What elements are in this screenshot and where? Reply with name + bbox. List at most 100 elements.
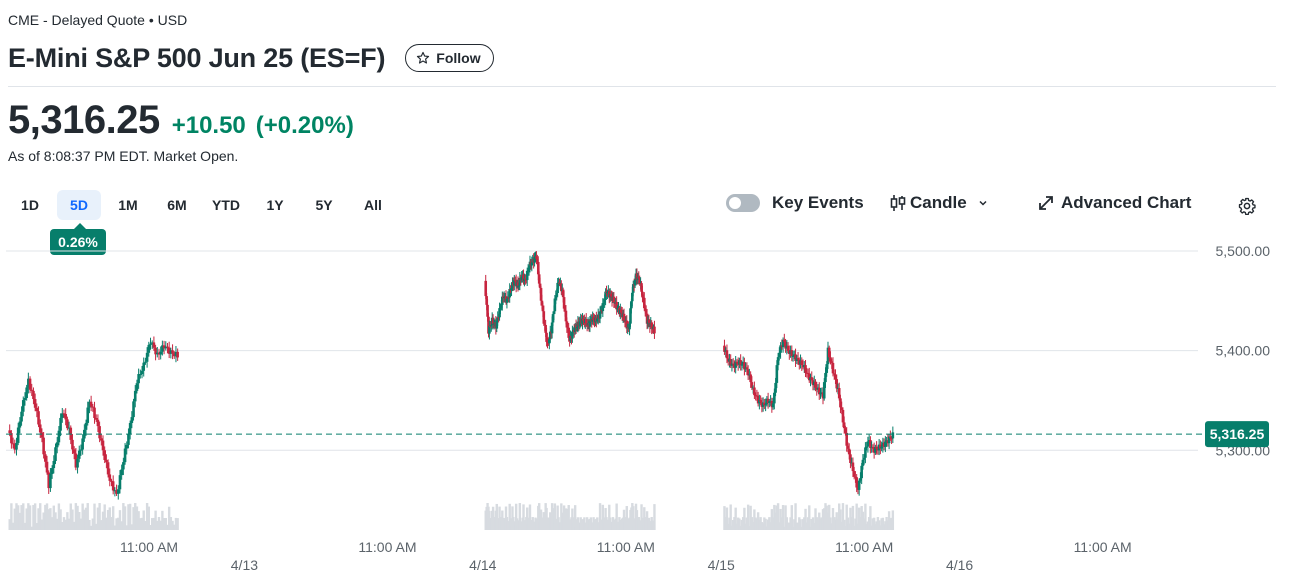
candle-body — [791, 356, 795, 358]
volume-bar — [88, 519, 91, 530]
candle-body — [834, 374, 837, 380]
volume-bar — [748, 526, 751, 530]
volume-bar — [598, 503, 602, 530]
range-1y-button[interactable]: 1Y — [253, 190, 297, 220]
volume-bar — [608, 504, 611, 530]
volume-bar — [738, 518, 741, 530]
range-1d-button[interactable]: 1D — [8, 190, 52, 220]
candle-body — [550, 322, 554, 334]
follow-button[interactable]: Follow — [405, 44, 494, 72]
volume-bar — [870, 525, 873, 530]
candle-body — [125, 444, 129, 449]
candle-body — [507, 297, 511, 299]
volume-bar — [760, 522, 764, 530]
candle-body — [144, 361, 147, 363]
candle-body — [781, 339, 785, 348]
candle-body — [729, 359, 732, 366]
volume-bar — [739, 525, 742, 530]
candle-body — [60, 413, 64, 418]
candle-body — [83, 429, 86, 439]
range-5d-button[interactable]: 5D — [57, 190, 101, 220]
candle-body — [625, 320, 629, 329]
volume-bar — [64, 519, 67, 530]
candle-body — [520, 276, 523, 281]
chart-settings-button[interactable] — [1238, 197, 1256, 215]
candle-body — [172, 353, 176, 357]
candle-body — [832, 373, 836, 375]
candle-body — [595, 318, 599, 322]
candle-body — [551, 314, 555, 323]
volume-bar — [120, 521, 123, 530]
candle-body — [773, 392, 776, 404]
candle-body — [536, 258, 539, 262]
candle-body — [164, 346, 168, 349]
volume-bar — [152, 517, 156, 530]
candle-body — [28, 378, 32, 390]
candle-body — [763, 402, 766, 406]
candle-body — [645, 313, 649, 324]
candle-body — [145, 352, 149, 362]
key-events-toggle[interactable]: Key Events — [726, 193, 864, 213]
volume-bar — [796, 522, 800, 530]
price-chart[interactable]: 5,500.00 5,400.00 5,300.00 11:00 AM 4/13 11:… — [0, 240, 1304, 577]
volume-bar — [496, 518, 499, 530]
volume-bar — [749, 505, 752, 530]
candle-body — [606, 292, 609, 294]
range-6m-button[interactable]: 6M — [155, 190, 199, 220]
candle-body — [50, 468, 54, 475]
volume-bar — [72, 521, 76, 530]
volume-bar — [47, 509, 50, 530]
volume-bar — [860, 506, 863, 530]
toggle-switch[interactable] — [726, 194, 760, 212]
volume-bar — [135, 506, 139, 530]
candle-body — [94, 418, 98, 420]
candle-body — [730, 363, 734, 366]
volume-bar — [11, 522, 15, 530]
volume-bar — [599, 519, 603, 530]
range-5y-button[interactable]: 5Y — [302, 190, 346, 220]
volume-bar — [76, 505, 79, 530]
range-all-button[interactable]: All — [351, 190, 395, 220]
x-date-label: 4/14 — [469, 557, 496, 573]
candle-body — [810, 377, 814, 381]
candle-body — [485, 296, 488, 305]
candle-body — [776, 357, 780, 366]
volume-bar — [169, 517, 173, 530]
volume-bar — [13, 508, 16, 530]
volume-bar — [828, 504, 831, 530]
price-change-percent: (+0.20%) — [255, 112, 354, 139]
volume-bar — [140, 517, 144, 530]
candle-body — [525, 270, 529, 281]
candle-body — [123, 448, 127, 463]
chart-type-dropdown[interactable]: Candle — [890, 193, 989, 213]
range-1m-button[interactable]: 1M — [106, 190, 150, 220]
candle-body — [47, 472, 51, 489]
candle-body — [869, 440, 872, 448]
candlestick-chart[interactable]: 5,500.005,400.005,300.00 11:00 AM4/1311:… — [0, 240, 1304, 577]
volume-bar — [23, 522, 27, 530]
volume-bar — [515, 518, 519, 530]
volume-bar — [601, 504, 605, 530]
volume-bar — [37, 508, 40, 530]
range-ytd-button[interactable]: YTD — [204, 190, 248, 220]
volume-bar — [560, 503, 563, 530]
volume-bar — [806, 517, 810, 530]
candle-body — [27, 378, 30, 388]
candle-body — [555, 293, 559, 296]
candle-body — [127, 434, 130, 445]
candle-body — [166, 346, 169, 348]
volume-bar — [15, 503, 18, 530]
candle-body — [598, 311, 602, 319]
candle-body — [538, 283, 542, 288]
volume-bar — [885, 517, 888, 530]
candle-body — [38, 424, 42, 433]
volume-bar — [134, 503, 137, 530]
candle-body — [746, 369, 750, 376]
volume-bar — [638, 520, 641, 530]
candle-body — [149, 343, 152, 345]
candle-body — [137, 374, 140, 384]
candle-body — [30, 389, 34, 391]
volume-bar — [132, 507, 135, 530]
key-events-label: Key Events — [772, 193, 864, 212]
advanced-chart-link[interactable]: Advanced Chart — [1038, 193, 1191, 213]
